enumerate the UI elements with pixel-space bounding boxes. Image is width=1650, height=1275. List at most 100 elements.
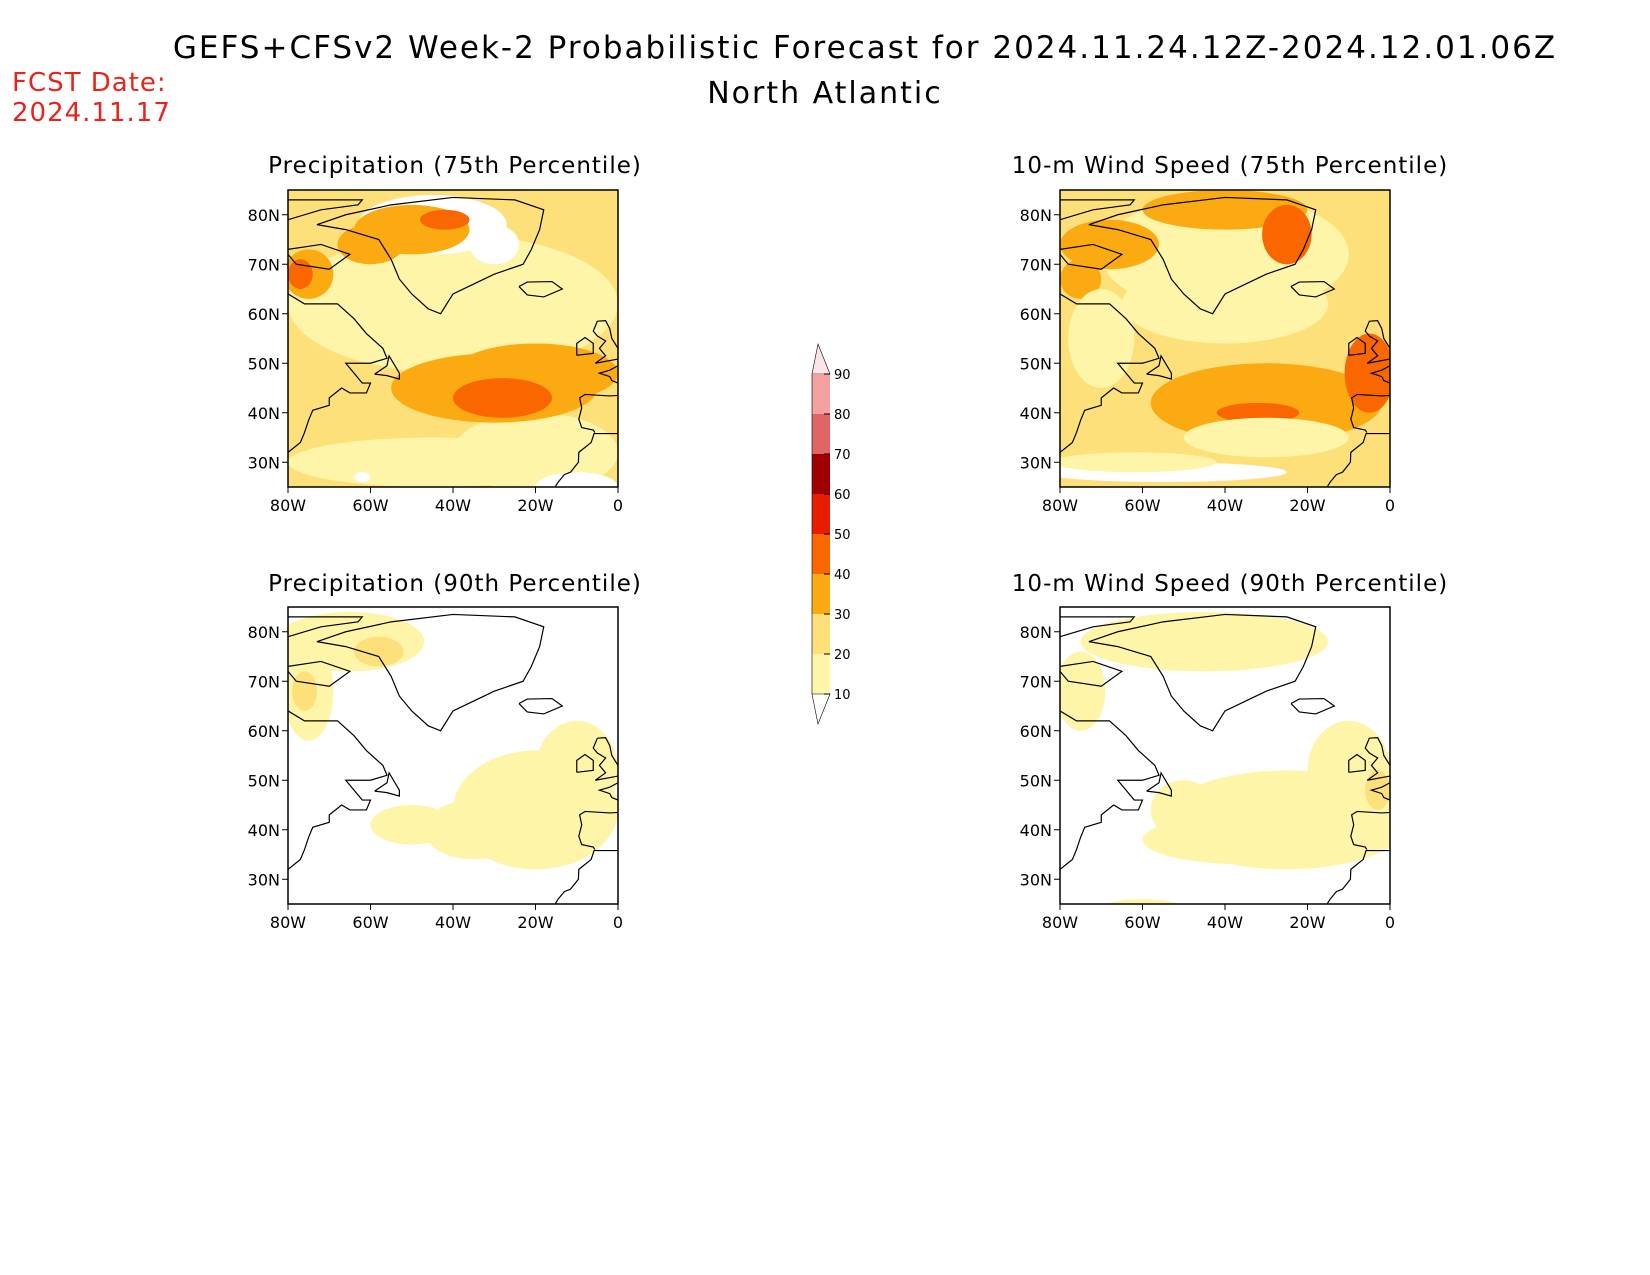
probability-contour	[420, 209, 470, 230]
shading-layer	[288, 607, 618, 904]
colorbar-label: 20	[834, 648, 851, 663]
colorbar-label: 80	[834, 408, 851, 423]
coastline	[592, 320, 618, 364]
lon-label: 80W	[270, 913, 306, 932]
colorbar-label: 10	[834, 688, 851, 703]
probability-contour	[424, 800, 524, 860]
coastline	[1060, 199, 1136, 221]
colorbar-label: 70	[834, 448, 851, 463]
lat-label: 80N	[248, 623, 280, 642]
lon-label: 40W	[435, 496, 471, 515]
lat-label: 70N	[1020, 255, 1052, 274]
lat-label: 30N	[248, 870, 280, 889]
lon-label: 20W	[1289, 496, 1325, 515]
coastline	[1369, 782, 1390, 801]
coastline	[1326, 849, 1390, 904]
probability-contour	[292, 671, 317, 711]
lat-label: 30N	[1020, 453, 1052, 472]
lat-label: 60N	[1020, 722, 1052, 741]
lat-label: 50N	[1020, 771, 1052, 790]
shading-layer	[288, 190, 618, 487]
coastline	[374, 354, 400, 380]
coastline	[578, 810, 618, 850]
coastline	[592, 737, 618, 781]
coastline	[554, 432, 618, 487]
lon-label: 60W	[1124, 913, 1160, 932]
main-title: GEFS+CFSv2 Week-2 Probabilistic Forecast…	[172, 30, 1558, 66]
colorbar-label: 60	[834, 488, 851, 503]
colorbar-segment	[812, 614, 830, 654]
coastline	[1060, 710, 1160, 870]
coastline	[1088, 613, 1317, 732]
colorbar-segment	[812, 374, 830, 414]
probability-contour	[337, 224, 404, 265]
lat-label: 30N	[1020, 870, 1052, 889]
coastline-layer	[1060, 196, 1390, 487]
probability-contour	[1080, 611, 1329, 672]
coastline	[288, 660, 352, 687]
coastline	[316, 196, 545, 315]
colorbar-segment	[812, 574, 830, 614]
lon-label: 80W	[270, 496, 306, 515]
coastline	[288, 293, 388, 453]
probability-contour	[1183, 417, 1349, 458]
coastline	[1364, 320, 1390, 364]
coastline-layer	[288, 613, 618, 904]
probability-contour	[1365, 770, 1390, 810]
map-wind75: 80N 70N 60N 50N 40N 30N 80W 60W 40W 20W 0	[1020, 189, 1395, 515]
probability-contour	[469, 224, 519, 265]
lat-label: 40N	[248, 404, 280, 423]
coastline	[288, 616, 364, 638]
lon-label: 80W	[1042, 496, 1078, 515]
lat-label: 30N	[248, 453, 280, 472]
lon-label: 60W	[352, 496, 388, 515]
colorbar-lower-triangle	[811, 693, 831, 726]
lon-label: 40W	[435, 913, 471, 932]
coastline-layer	[1060, 613, 1390, 904]
probability-contour	[1106, 899, 1179, 904]
coastline	[576, 753, 594, 773]
coastline	[597, 782, 618, 801]
lat-label: 70N	[248, 255, 280, 274]
coastline	[518, 697, 564, 715]
probability-contour	[1121, 264, 1329, 344]
lat-label: 40N	[1020, 404, 1052, 423]
lat-label: 60N	[248, 722, 280, 741]
lon-label: 0	[1385, 496, 1395, 515]
probability-contour	[288, 234, 618, 374]
coastline	[554, 849, 618, 904]
coastline	[518, 280, 564, 298]
lon-label: 20W	[1289, 913, 1325, 932]
colorbar-label: 30	[834, 608, 851, 623]
shading-layer	[1060, 607, 1390, 904]
shading-layer	[1060, 190, 1390, 487]
probability-contour	[1060, 219, 1159, 270]
lat-label: 40N	[1020, 821, 1052, 840]
lat-label: 80N	[1020, 206, 1052, 225]
coastline	[288, 243, 352, 270]
lat-label: 50N	[248, 771, 280, 790]
lat-label: 80N	[1020, 623, 1052, 642]
coastline	[1326, 432, 1390, 487]
lon-label: 60W	[1124, 496, 1160, 515]
coastline-layer	[288, 196, 618, 487]
lat-label: 40N	[248, 821, 280, 840]
panel-title-wind90: 10-m Wind Speed (90th Percentile)	[1011, 571, 1449, 597]
lon-label: 0	[613, 496, 623, 515]
coastline	[1060, 616, 1136, 638]
coastline	[1350, 810, 1390, 850]
lat-label: 60N	[248, 305, 280, 324]
colorbar-label: 40	[834, 568, 851, 583]
lon-label: 0	[613, 913, 623, 932]
coastline	[1146, 771, 1172, 797]
coastline	[1088, 196, 1317, 315]
coastline	[597, 365, 618, 384]
lon-label: 40W	[1207, 913, 1243, 932]
lon-label: 80W	[1042, 913, 1078, 932]
lon-label: 20W	[517, 496, 553, 515]
coastline	[374, 771, 400, 797]
panel-title-precip75: Precipitation (75th Percentile)	[268, 153, 642, 179]
probability-contour	[354, 472, 371, 483]
fcst-date-label: FCST Date:	[12, 68, 167, 98]
probability-contour	[1060, 452, 1217, 473]
